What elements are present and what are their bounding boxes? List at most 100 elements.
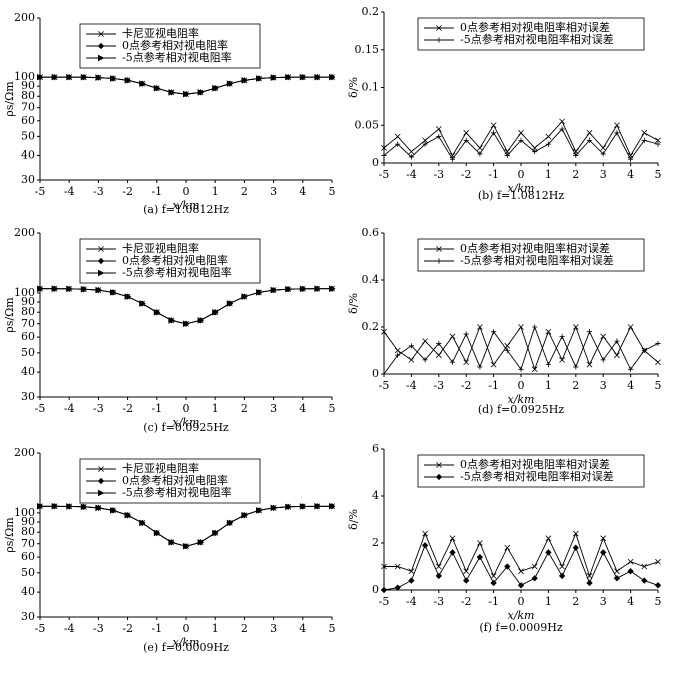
data-point	[531, 366, 538, 373]
data-point	[395, 352, 401, 358]
x-tick-label: -4	[406, 168, 417, 181]
data-point	[449, 156, 456, 162]
x-tick-label: -1	[151, 402, 162, 415]
caption: (f) f=0.0009Hz	[479, 621, 563, 634]
series-line	[40, 505, 332, 547]
x-tick-label: -1	[151, 622, 162, 635]
x-axis-label: x/km	[507, 609, 534, 622]
data-point	[531, 145, 538, 151]
data-point	[212, 309, 219, 316]
y-tick-label: 2	[372, 536, 379, 549]
x-tick-label: 3	[270, 402, 277, 415]
data-point	[168, 89, 175, 96]
legend-box	[417, 17, 645, 51]
data-point	[139, 519, 146, 527]
data-point	[545, 141, 551, 147]
y-tick-label: 4	[372, 489, 379, 502]
legend-marker	[436, 246, 442, 252]
x-tick-label: -4	[406, 595, 417, 608]
series-line	[40, 288, 332, 325]
legend-label: -5点参考相对视电阻率	[122, 485, 232, 499]
data-point	[504, 347, 510, 354]
x-tick-label: 1	[212, 622, 219, 635]
chart: 0 0.05 0.1 0.15 0.2 -5 -4 -3 -2 -1 0 1 2 3 4 5 x/km(b) f…	[347, 5, 662, 202]
data-point	[255, 75, 263, 82]
data-point	[408, 148, 415, 155]
data-point	[463, 129, 470, 136]
data-point	[600, 145, 607, 151]
data-point	[613, 575, 621, 582]
data-point	[153, 529, 161, 537]
data-point	[600, 151, 606, 157]
data-point	[37, 73, 44, 81]
data-point	[477, 540, 483, 546]
caption: (b) f=1.0812Hz	[478, 189, 564, 202]
data-point	[531, 563, 538, 570]
legend-marker	[436, 258, 442, 264]
data-point	[627, 568, 634, 575]
data-point	[95, 286, 102, 294]
x-tick-label: 0	[183, 185, 190, 198]
data-point	[600, 535, 607, 542]
data-point	[124, 77, 132, 84]
data-point	[37, 285, 44, 292]
y-tick-label: 0	[372, 367, 379, 380]
data-point	[285, 285, 292, 293]
data-point	[449, 359, 456, 365]
data-point	[463, 568, 470, 575]
data-point	[226, 300, 234, 307]
y-tick-label: 0	[372, 156, 379, 169]
x-tick-label: -5	[379, 595, 390, 608]
x-axis-label: x/km	[507, 393, 534, 406]
data-point	[422, 357, 428, 363]
data-point	[394, 347, 401, 354]
data-point	[558, 572, 566, 580]
x-tick-label: -3	[433, 595, 444, 608]
data-point	[491, 329, 497, 335]
data-point	[408, 568, 415, 575]
data-point	[395, 141, 401, 147]
legend-marker	[436, 37, 442, 43]
data-point	[381, 152, 387, 159]
legend-marker	[98, 466, 104, 472]
legend-label: 0点参考相对视电阻率	[122, 253, 228, 267]
data-point	[436, 133, 442, 140]
data-point	[518, 568, 524, 575]
x-tick-label: 0	[183, 622, 190, 635]
data-point	[545, 535, 552, 542]
caption: (a) f=1.0812Hz	[143, 203, 229, 216]
data-point	[226, 80, 234, 87]
data-point	[573, 364, 579, 370]
legend-label: -5点参考相对视电阻率	[122, 265, 232, 279]
series-line	[40, 505, 332, 547]
data-point	[654, 582, 662, 589]
legend-label: -5点参考相对视电阻率相对误差	[460, 469, 614, 483]
data-point	[463, 137, 469, 143]
y-tick-label: 30	[21, 173, 35, 186]
y-tick-label: 0.6	[362, 226, 380, 239]
data-point	[504, 152, 510, 159]
x-tick-label: 5	[329, 185, 336, 198]
data-point	[329, 285, 336, 292]
x-tick-label: 3	[270, 622, 277, 635]
legend-label: -5点参考相对视电阻率	[122, 50, 232, 64]
x-tick-label: 3	[600, 595, 607, 608]
y-tick-label: 0.4	[362, 273, 380, 286]
data-point	[241, 77, 248, 84]
data-point	[559, 126, 565, 132]
data-point	[329, 73, 336, 81]
data-point	[381, 328, 387, 335]
legend-marker	[97, 477, 105, 485]
x-tick-label: -1	[488, 595, 499, 608]
y-tick-label: 0	[372, 583, 379, 596]
data-point	[449, 535, 456, 542]
data-point	[168, 317, 175, 324]
data-point	[95, 74, 102, 81]
x-tick-label: -3	[433, 379, 444, 392]
data-point	[314, 503, 321, 510]
x-tick-label: 2	[241, 402, 248, 415]
data-point	[381, 371, 387, 377]
x-tick-label: -2	[461, 595, 472, 608]
data-point	[314, 285, 321, 292]
